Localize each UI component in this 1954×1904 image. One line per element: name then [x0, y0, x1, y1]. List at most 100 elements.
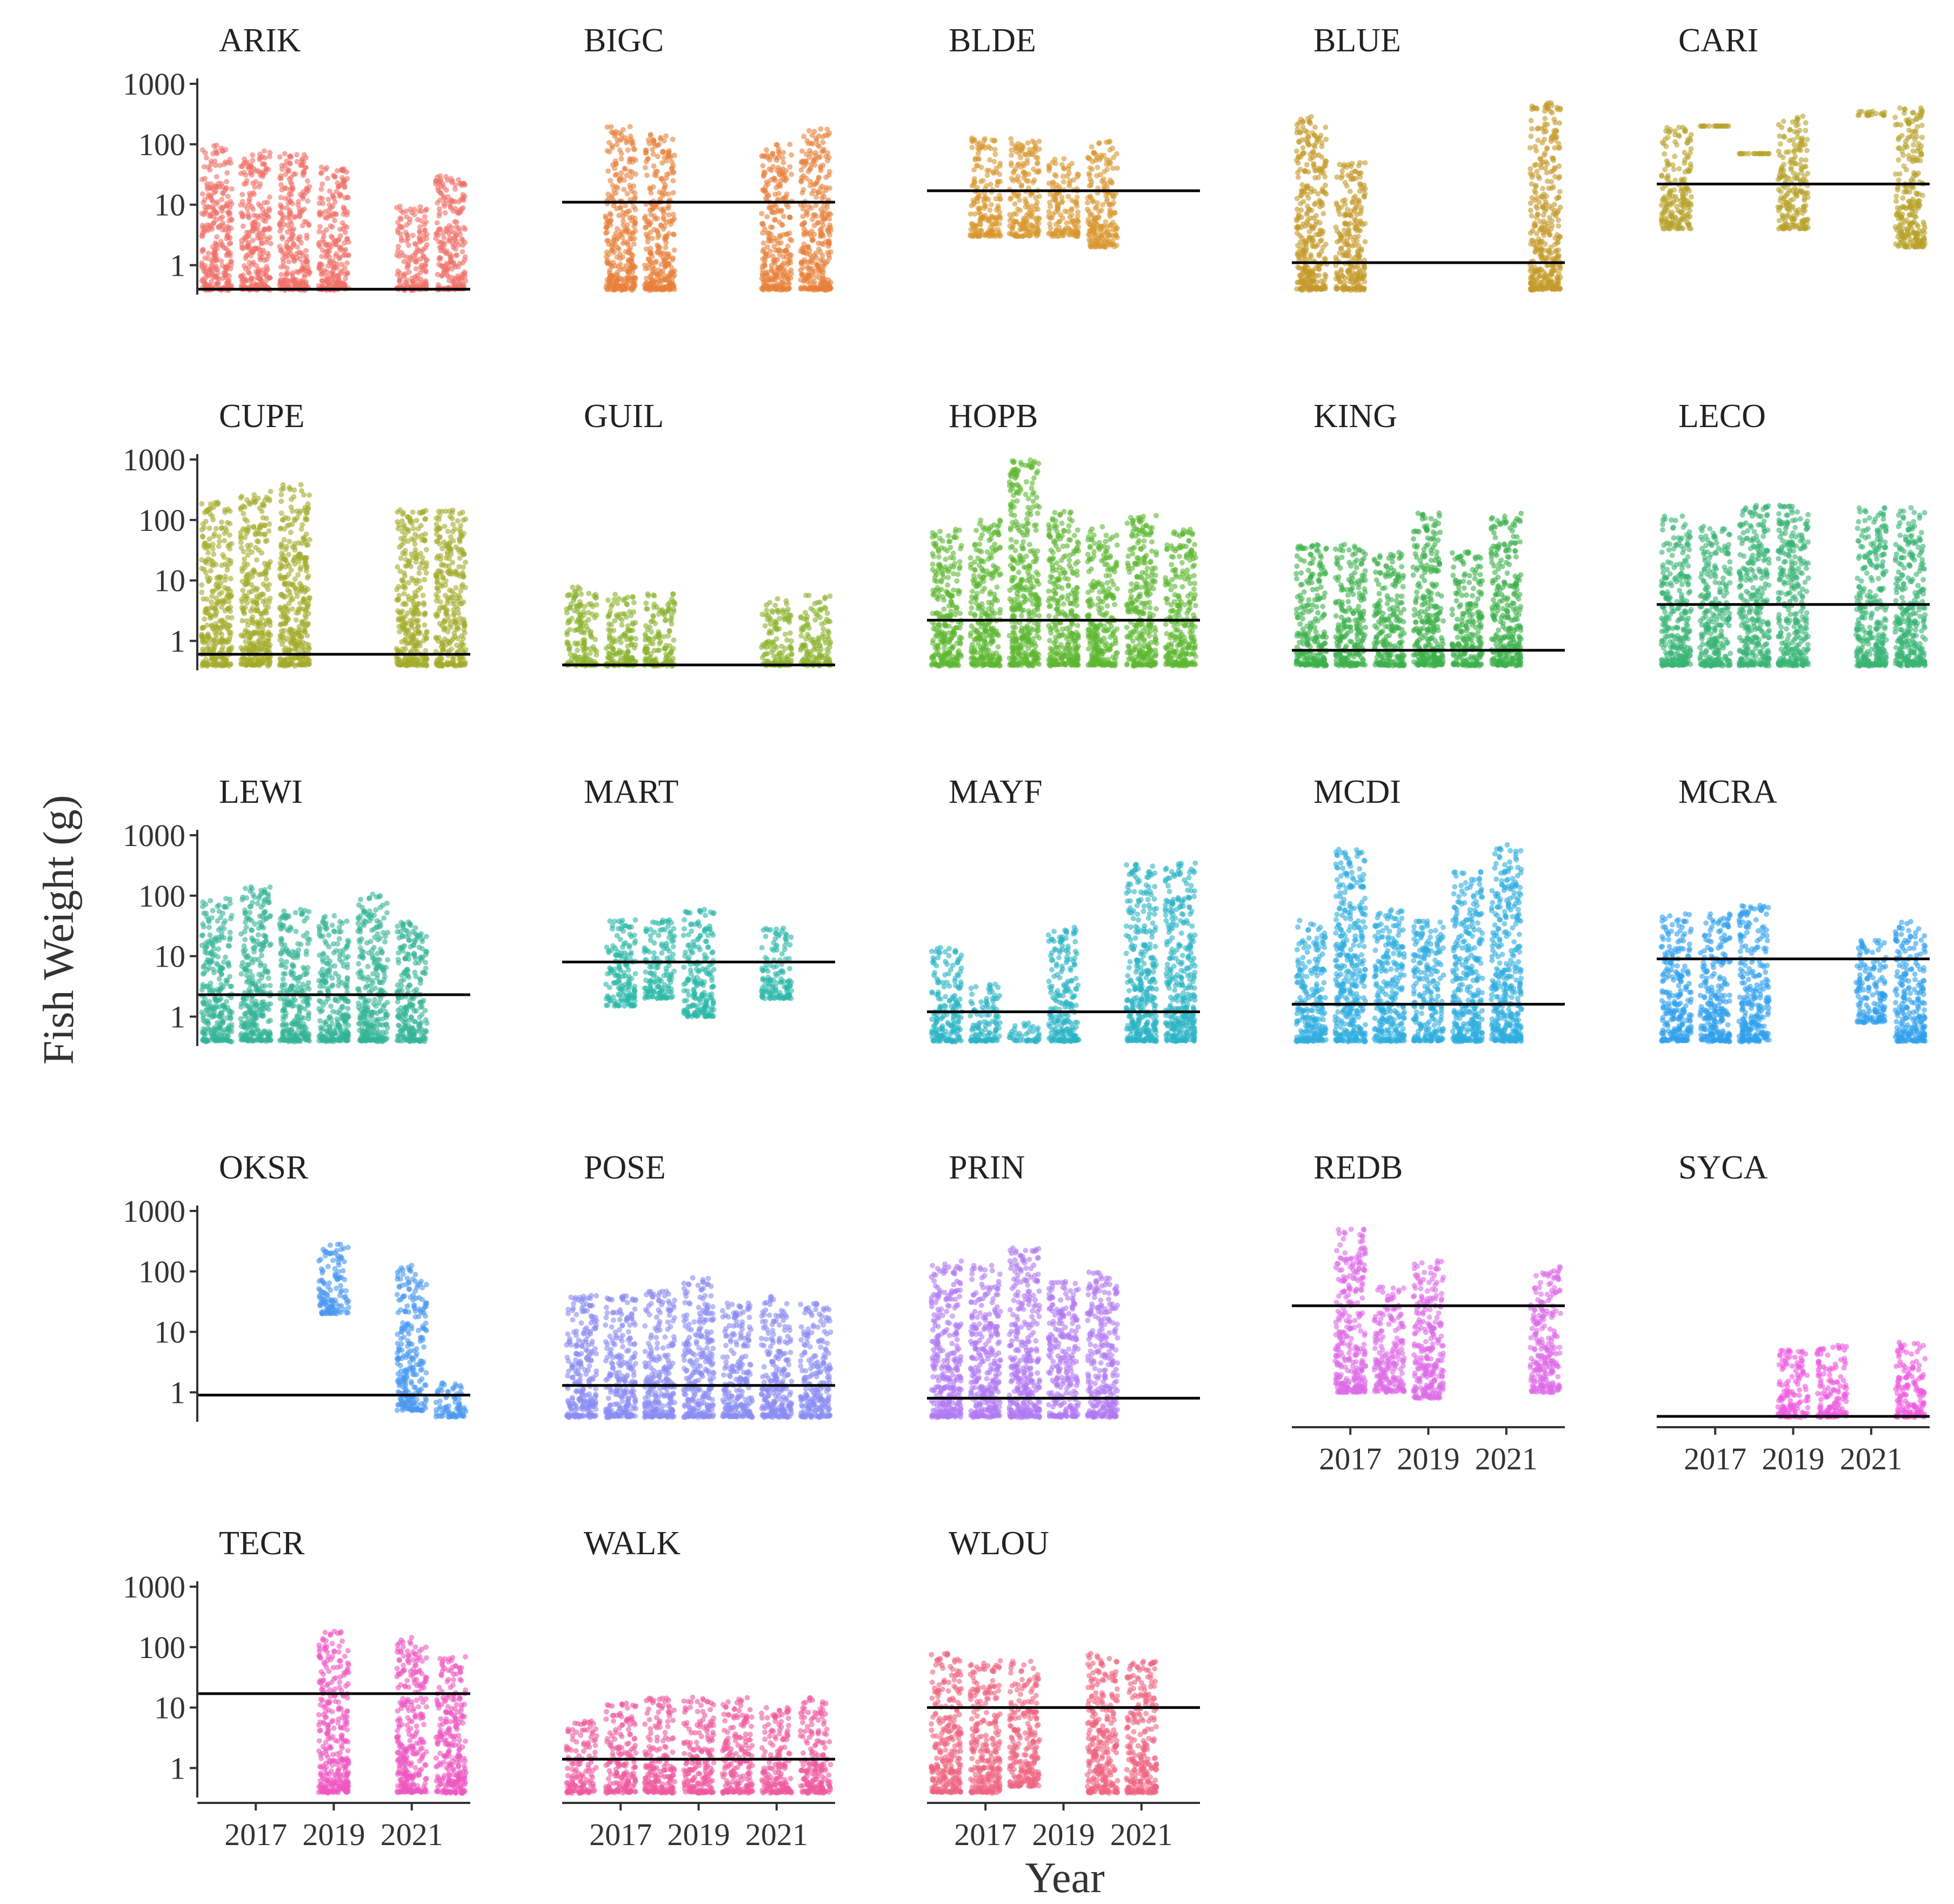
data-point	[294, 269, 299, 275]
data-point	[671, 212, 676, 217]
data-point	[651, 286, 656, 291]
data-point	[643, 165, 648, 170]
data-point	[241, 170, 246, 175]
data-point	[200, 247, 205, 252]
data-point	[443, 250, 448, 256]
data-point	[289, 222, 294, 227]
data-point	[771, 258, 776, 263]
data-point	[435, 220, 440, 225]
data-point	[603, 230, 609, 236]
data-point	[325, 263, 331, 269]
data-point	[619, 132, 624, 137]
data-point	[223, 159, 228, 165]
data-point	[801, 134, 806, 139]
data-point	[249, 228, 255, 234]
data-point	[287, 208, 292, 213]
data-point	[418, 270, 423, 276]
data-point	[395, 219, 401, 225]
data-point	[278, 182, 284, 188]
data-point	[339, 168, 345, 173]
data-point	[615, 286, 621, 291]
data-point	[404, 222, 409, 228]
data-point	[288, 251, 294, 256]
panel-title-arik: ARIK	[219, 22, 301, 59]
data-point	[776, 182, 781, 188]
data-point	[789, 172, 794, 177]
data-point	[448, 259, 453, 265]
data-point	[800, 158, 805, 164]
data-point	[604, 250, 609, 255]
data-point	[279, 236, 285, 241]
data-point	[200, 223, 205, 228]
data-point	[199, 278, 205, 284]
data-point	[781, 274, 786, 279]
data-point	[810, 237, 816, 243]
data-point	[334, 211, 339, 217]
data-point	[788, 268, 793, 273]
data-point	[786, 285, 792, 291]
y-tick-label-arik: 10	[154, 188, 185, 223]
data-point	[229, 262, 234, 268]
data-point	[287, 154, 292, 159]
data-point	[396, 254, 402, 259]
data-point	[328, 223, 334, 229]
data-point	[765, 182, 771, 187]
data-point	[281, 282, 286, 287]
data-point	[244, 178, 250, 183]
data-point	[415, 217, 421, 222]
data-point	[211, 209, 217, 214]
data-point	[323, 215, 328, 220]
data-point	[277, 229, 283, 234]
data-point	[627, 183, 632, 188]
data-point	[435, 231, 440, 236]
data-point	[616, 213, 622, 218]
data-point	[605, 261, 610, 266]
data-point	[656, 268, 662, 273]
data-point	[607, 268, 612, 273]
data-point	[657, 287, 662, 292]
data-point	[205, 251, 211, 256]
data-point	[448, 251, 453, 257]
data-point	[764, 214, 770, 219]
data-point	[761, 288, 766, 293]
data-point	[798, 179, 804, 184]
data-point	[663, 134, 669, 139]
data-point	[332, 218, 337, 223]
data-point	[264, 166, 269, 171]
data-point	[421, 254, 426, 259]
data-point	[449, 225, 454, 230]
data-point	[318, 211, 324, 216]
data-point	[804, 209, 810, 214]
data-point	[279, 272, 284, 277]
data-point	[403, 271, 408, 277]
faceted-scatter-chart: Fish Weight (g) Year ARIK 1 10 100 1000 BIGC B…	[0, 0, 1954, 1904]
data-point	[212, 247, 218, 252]
data-point	[331, 240, 336, 245]
data-point	[438, 177, 444, 182]
data-point	[326, 197, 331, 202]
points-arik	[199, 143, 468, 293]
data-point	[798, 168, 804, 173]
data-point	[670, 137, 676, 142]
data-point	[263, 239, 269, 245]
data-point	[644, 148, 649, 153]
data-point	[633, 171, 638, 177]
data-point	[651, 163, 657, 169]
data-point	[254, 214, 259, 219]
data-point	[224, 179, 229, 184]
data-point	[281, 259, 286, 265]
data-point	[604, 224, 610, 229]
data-point	[214, 217, 219, 223]
data-point	[624, 191, 630, 196]
data-point	[289, 182, 295, 187]
data-point	[334, 273, 339, 278]
data-point	[623, 203, 628, 208]
data-point	[257, 184, 262, 190]
data-point	[788, 256, 793, 262]
data-point	[207, 268, 212, 274]
data-point	[607, 149, 612, 155]
data-point	[406, 259, 411, 264]
y-tick-label-arik: 1	[170, 248, 185, 283]
data-point	[818, 268, 824, 274]
data-point	[244, 230, 250, 235]
